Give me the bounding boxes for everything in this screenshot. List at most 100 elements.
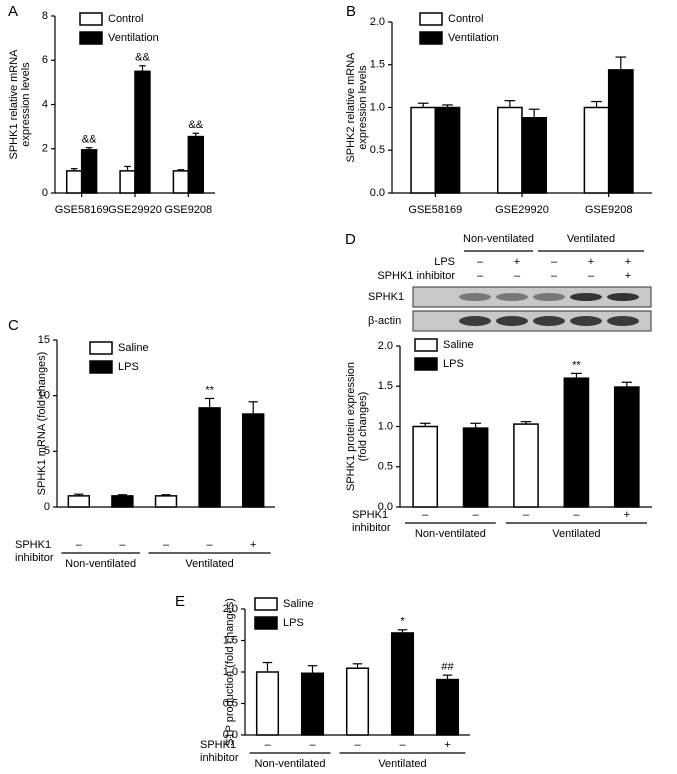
- y-tick-label: 0.5: [370, 144, 385, 156]
- blot-sign: +: [588, 256, 594, 268]
- legend-swatch: [79, 31, 103, 45]
- bar: [198, 407, 221, 508]
- row-sign: +: [624, 509, 630, 521]
- blot-sign: +: [625, 270, 631, 282]
- blot-sign: –: [514, 270, 521, 282]
- y-tick-label: 0: [44, 501, 50, 513]
- y-tick-label: 1.0: [223, 666, 238, 678]
- x-tick-label: GSE29920: [108, 204, 162, 216]
- y-tick-label: 1.5: [223, 634, 238, 646]
- y-tick-label: 8: [42, 10, 48, 22]
- row-label: SPHK1: [15, 539, 51, 551]
- bar: [255, 671, 280, 736]
- blot-membrane: [412, 310, 652, 332]
- row-sign: –: [354, 739, 361, 751]
- legend-label: Saline: [118, 342, 149, 354]
- x-tick-label: GSE29920: [495, 204, 549, 216]
- blot-sign: +: [625, 256, 631, 268]
- row-label: SPHK1: [352, 509, 388, 521]
- annotation: *: [400, 616, 405, 628]
- y-tick-label: 6: [42, 54, 48, 66]
- y-axis-label: (fold changes): [357, 392, 369, 462]
- blot-band: [496, 293, 528, 301]
- y-tick-label: 1.0: [378, 420, 393, 432]
- annotation: &&: [82, 134, 97, 146]
- blot-group-label: Ventilated: [567, 233, 615, 245]
- x-tick-label: GSE9208: [585, 204, 633, 216]
- blot-band: [459, 316, 491, 326]
- x-tick-label: GSE58169: [408, 204, 462, 216]
- bar: [119, 170, 136, 194]
- blot-band-label: SPHK1: [368, 291, 404, 303]
- row-sign: –: [309, 739, 316, 751]
- blot-band: [533, 316, 565, 326]
- y-tick-label: 2: [42, 143, 48, 155]
- blot-band: [570, 316, 602, 326]
- legend-swatch: [414, 357, 438, 371]
- blot-row-label: SPHK1 inhibitor: [377, 270, 455, 282]
- legend-swatch: [254, 597, 278, 611]
- row-label: inhibitor: [352, 522, 391, 534]
- bar: [462, 427, 489, 508]
- x-tick-label: GSE9208: [164, 204, 212, 216]
- group-label: Non-ventilated: [415, 528, 486, 540]
- row-sign: –: [207, 539, 214, 551]
- row-sign: –: [523, 509, 530, 521]
- bar: [65, 170, 83, 194]
- panel-label: B: [346, 3, 356, 20]
- y-tick-label: 5: [44, 445, 50, 457]
- bar: [513, 423, 539, 508]
- legend-label: Ventilation: [448, 32, 499, 44]
- bar: [563, 377, 590, 508]
- y-axis-label: expression levels: [20, 62, 32, 147]
- panel-label: D: [345, 231, 356, 248]
- bar: [583, 106, 610, 194]
- bar: [172, 170, 190, 194]
- blot-band: [607, 316, 639, 326]
- legend-swatch: [89, 360, 113, 374]
- bar: [154, 495, 178, 508]
- legend-swatch: [89, 341, 113, 355]
- blot-sign: –: [477, 270, 484, 282]
- annotation: **: [572, 359, 581, 371]
- y-tick-label: 1.5: [378, 380, 393, 392]
- bar: [187, 135, 205, 194]
- blot-band: [459, 293, 491, 301]
- legend-label: LPS: [443, 358, 464, 370]
- legend-label: Control: [448, 13, 483, 25]
- row-sign: –: [264, 739, 271, 751]
- y-tick-label: 15: [38, 334, 50, 346]
- annotation: **: [205, 384, 214, 396]
- blot-sign: –: [588, 270, 595, 282]
- panel-label: A: [8, 3, 18, 20]
- bar: [345, 667, 370, 736]
- bar: [241, 413, 265, 508]
- y-tick-label: 0.0: [223, 729, 238, 741]
- y-axis-label: expression levels: [357, 65, 369, 150]
- legend-label: Ventilation: [108, 32, 159, 44]
- row-sign: –: [473, 509, 480, 521]
- annotation: &&: [135, 52, 150, 64]
- y-axis-label: SPHK1 mRNA (fold changes): [36, 352, 48, 496]
- row-label: SPHK1: [200, 739, 236, 751]
- row-label: inhibitor: [200, 752, 239, 764]
- legend-swatch: [79, 12, 103, 26]
- blot-band-label: β-actin: [368, 315, 401, 327]
- y-axis-label: SPHK1 relative mRNA: [8, 49, 20, 160]
- y-axis-label: SPHK1 protein expression: [345, 362, 357, 491]
- y-axis-label: S1P production (fold changes): [224, 598, 236, 746]
- legend-swatch: [419, 12, 443, 26]
- y-tick-label: 0.5: [378, 461, 393, 473]
- panel-label: C: [8, 317, 19, 334]
- blot-sign: +: [514, 256, 520, 268]
- blot-sign: –: [551, 256, 558, 268]
- y-tick-label: 2.0: [370, 16, 385, 28]
- bar: [434, 106, 461, 194]
- group-label: Ventilated: [378, 758, 426, 770]
- bar: [435, 678, 460, 736]
- legend-swatch: [419, 31, 443, 45]
- blot-band: [496, 316, 528, 326]
- bar: [412, 425, 439, 508]
- blot-sign: –: [551, 270, 558, 282]
- blot-group-label: Non-ventilated: [463, 233, 534, 245]
